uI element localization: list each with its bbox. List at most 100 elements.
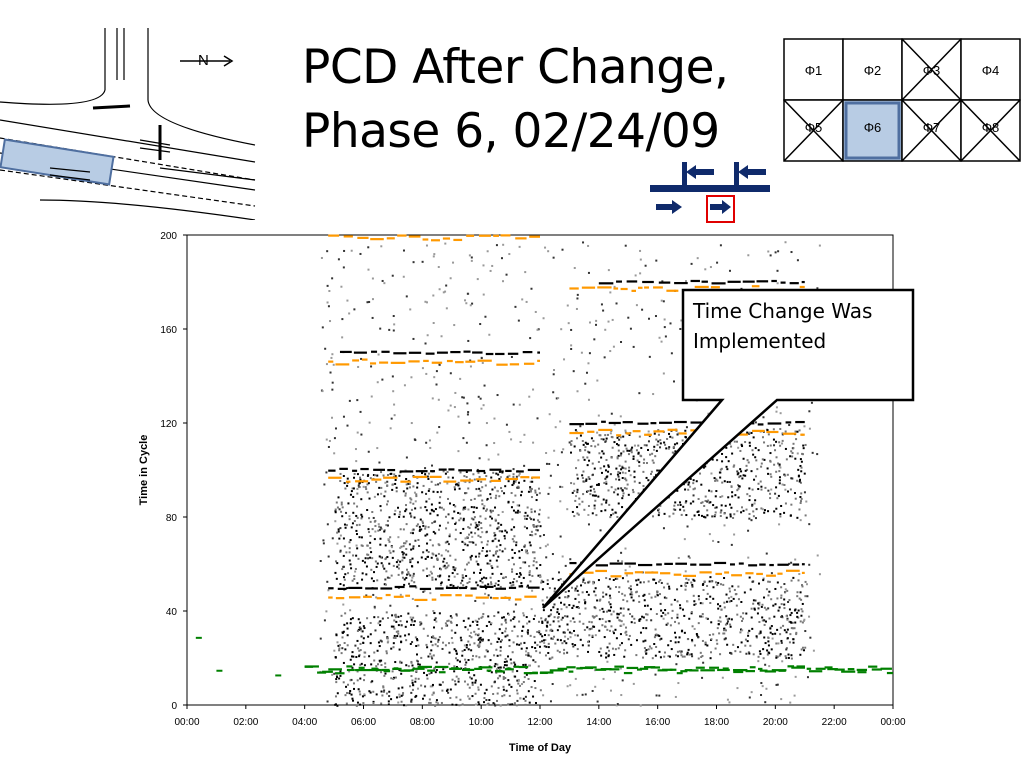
arrival-point (740, 628, 743, 631)
arrival-point (663, 326, 666, 329)
arrival-point (619, 612, 622, 615)
arrival-point (797, 579, 800, 582)
arrival-point (603, 356, 606, 359)
arrival-point (750, 691, 753, 694)
arrival-point (693, 603, 696, 606)
arrival-point (575, 606, 578, 609)
arrival-point (780, 596, 783, 599)
arrival-point (479, 489, 482, 492)
arrival-point (714, 514, 717, 517)
arrival-point (495, 472, 498, 475)
arrival-point (574, 589, 577, 592)
arrival-point (619, 454, 622, 457)
arrival-point (377, 622, 380, 625)
arrival-point (430, 508, 433, 511)
arrival-point (358, 481, 361, 484)
arrival-point (663, 441, 666, 444)
arrival-point (656, 443, 659, 446)
arrival-point (458, 519, 461, 522)
arrival-point (521, 298, 524, 301)
arrival-point (400, 672, 403, 675)
arrival-point (593, 488, 596, 491)
arrival-point (409, 531, 412, 534)
arrival-point (400, 700, 403, 703)
arrival-point (386, 473, 389, 476)
arrival-point (776, 597, 779, 600)
arrival-point (658, 650, 661, 653)
end-of-green-mark (524, 595, 537, 598)
arrival-point (761, 436, 764, 439)
arrival-point (368, 300, 371, 303)
arrival-point (391, 670, 394, 673)
arrival-point (794, 430, 797, 433)
arrival-point (559, 578, 562, 581)
arrival-point (476, 278, 479, 281)
start-of-green-mark (676, 672, 683, 675)
arrival-point (676, 588, 679, 591)
arrival-point (621, 471, 624, 474)
arrival-point (615, 443, 618, 446)
arrival-point (784, 241, 787, 244)
arrival-point (397, 563, 400, 566)
arrival-point (583, 598, 586, 601)
arrival-line-mark (393, 352, 407, 355)
arrival-point (715, 506, 718, 509)
arrival-point (474, 681, 477, 684)
arrival-point (617, 502, 620, 505)
arrival-point (774, 449, 777, 452)
arrival-point (321, 390, 324, 393)
arrival-point (791, 627, 794, 630)
arrival-point (412, 572, 415, 575)
arrival-point (331, 537, 334, 540)
arrival-point (586, 464, 589, 467)
arrival-point (766, 444, 769, 447)
arrival-line-mark (480, 585, 494, 588)
arrival-line-mark (699, 563, 712, 566)
arrival-point (616, 616, 619, 619)
start-of-green-mark (317, 671, 327, 674)
arrival-point (424, 557, 427, 560)
arrival-line-mark (445, 586, 459, 590)
arrival-point (632, 457, 635, 460)
arrival-point (394, 676, 397, 679)
arrival-point (478, 637, 481, 640)
arrival-point (444, 567, 447, 570)
arrival-point (405, 639, 408, 642)
arrival-point (682, 447, 685, 450)
arrival-point (505, 621, 508, 624)
arrival-point (652, 393, 655, 396)
arrival-point (410, 508, 413, 511)
arrival-point (356, 505, 359, 508)
arrival-point (518, 556, 521, 559)
arrival-point (479, 568, 482, 571)
end-of-green-mark (751, 285, 760, 288)
arrival-point (570, 482, 573, 485)
arrival-point (466, 563, 469, 566)
arrival-point (770, 648, 773, 651)
arrival-point (719, 620, 722, 623)
arrival-point (729, 625, 732, 628)
arrival-point (482, 602, 485, 605)
arrival-point (610, 456, 613, 459)
arrival-point (787, 601, 790, 604)
arrival-point (619, 415, 622, 418)
arrival-point (608, 620, 611, 623)
arrival-point (695, 480, 698, 483)
end-of-green-mark (446, 359, 453, 363)
arrival-point (700, 615, 703, 618)
arrival-point (334, 571, 337, 574)
arrival-point (739, 650, 742, 653)
arrival-point (478, 552, 481, 555)
arrival-point (680, 630, 683, 633)
arrival-point (508, 598, 511, 601)
arrival-point (484, 584, 487, 587)
arrival-point (593, 590, 596, 593)
arrival-point (378, 555, 381, 558)
arrival-point (721, 495, 724, 498)
arrival-point (507, 613, 510, 616)
x-axis-label: Time of Day (509, 742, 572, 754)
y-tick-label: 80 (166, 513, 178, 524)
arrival-point (673, 504, 676, 507)
arrival-point (657, 580, 660, 583)
start-of-green-mark (827, 668, 838, 671)
